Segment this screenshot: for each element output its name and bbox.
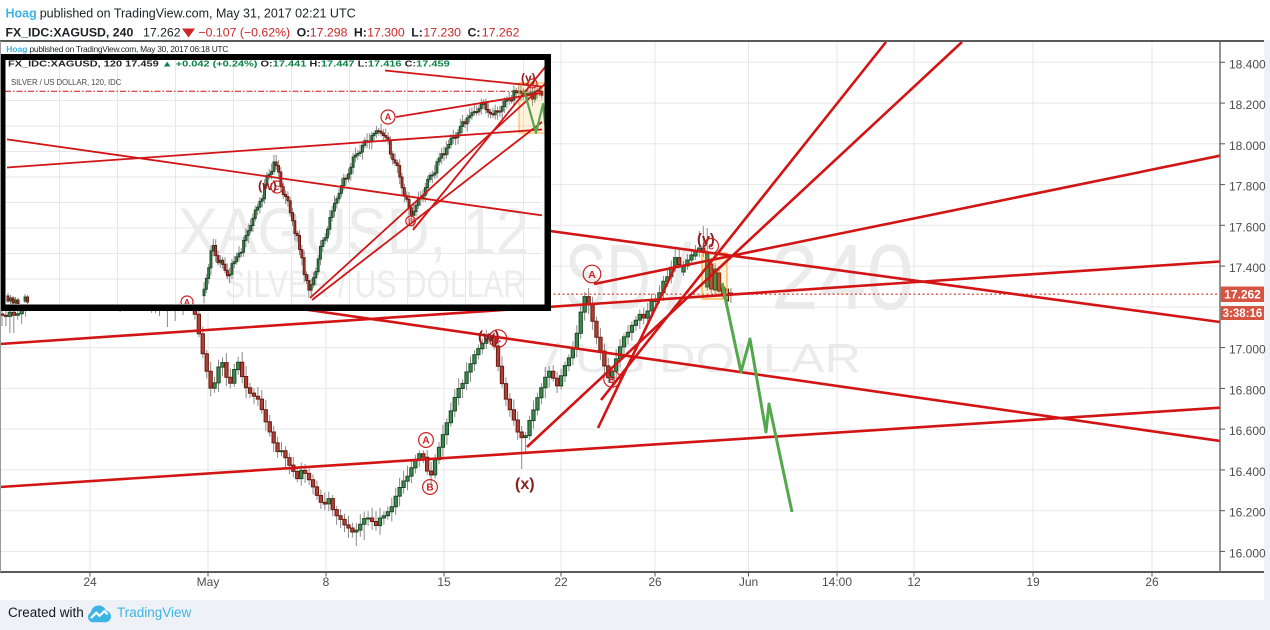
svg-text:TradingView: TradingView xyxy=(117,605,192,620)
svg-text:L:: L: xyxy=(411,26,423,40)
svg-text:19: 19 xyxy=(1026,575,1040,589)
svg-text:FX_IDC:XAGUSD, 240: FX_IDC:XAGUSD, 240 xyxy=(6,26,134,40)
svg-text:Created with: Created with xyxy=(8,605,84,620)
svg-text:8: 8 xyxy=(323,575,330,589)
svg-text:16.200: 16.200 xyxy=(1229,506,1266,520)
svg-text:B: B xyxy=(608,374,616,386)
svg-text:C:: C: xyxy=(468,26,481,40)
svg-text:17.400: 17.400 xyxy=(1229,261,1266,275)
svg-text:18.400: 18.400 xyxy=(1229,57,1266,71)
svg-text:Hoag: Hoag xyxy=(6,44,27,54)
svg-text:SILVER / US DOLLAR, 120, IDC: SILVER / US DOLLAR, 120, IDC xyxy=(11,78,122,87)
svg-text:−0.107 (−0.62%): −0.107 (−0.62%) xyxy=(199,26,291,40)
svg-text:17.600: 17.600 xyxy=(1229,220,1266,234)
svg-text:12: 12 xyxy=(907,575,921,589)
svg-text:17.298: 17.298 xyxy=(310,26,348,40)
svg-text:3:38:16: 3:38:16 xyxy=(1223,308,1263,320)
svg-text:c: c xyxy=(275,182,280,192)
svg-text:O:: O: xyxy=(297,26,311,40)
svg-text:Hoag: Hoag xyxy=(6,6,37,20)
svg-text:(y): (y) xyxy=(521,71,536,85)
svg-text:FX_IDC:XAGUSD, 120 17.459 ▲ +0: FX_IDC:XAGUSD, 120 17.459 ▲ +0.042 (+0.2… xyxy=(8,60,450,69)
svg-text:16.600: 16.600 xyxy=(1229,424,1266,438)
svg-text:17.000: 17.000 xyxy=(1229,343,1266,357)
svg-text:17.262: 17.262 xyxy=(143,26,181,40)
svg-text:(x): (x) xyxy=(515,476,535,493)
svg-text:SD: SD xyxy=(565,225,651,329)
svg-text:16.800: 16.800 xyxy=(1229,383,1266,397)
svg-text:H:: H: xyxy=(354,26,367,40)
svg-text:B: B xyxy=(408,219,413,226)
svg-text:15: 15 xyxy=(437,575,451,589)
svg-text:c: c xyxy=(708,242,714,253)
svg-text:14:00: 14:00 xyxy=(822,575,852,589)
svg-text:18.200: 18.200 xyxy=(1229,98,1266,112)
svg-text:18.000: 18.000 xyxy=(1229,139,1266,153)
svg-text:17.262: 17.262 xyxy=(482,26,520,40)
svg-text:published on TradingView.com,: published on TradingView.com, May 30, 20… xyxy=(30,44,229,54)
svg-text:16.000: 16.000 xyxy=(1229,546,1266,560)
svg-text:A: A xyxy=(422,436,429,447)
svg-text:A: A xyxy=(385,112,392,122)
svg-text:24: 24 xyxy=(83,575,97,589)
svg-text:17.800: 17.800 xyxy=(1229,180,1266,194)
svg-text:22: 22 xyxy=(554,575,568,589)
svg-text:c: c xyxy=(495,333,501,345)
svg-text:published on TradingView.com,: published on TradingView.com, May 31, 20… xyxy=(40,6,356,20)
svg-text:B: B xyxy=(426,483,433,494)
svg-text:SILVER / US DOLLAR: SILVER / US DOLLAR xyxy=(225,264,525,306)
svg-text:26: 26 xyxy=(648,575,662,589)
svg-text:XAGUSD, 12: XAGUSD, 12 xyxy=(178,194,529,268)
svg-text:c: c xyxy=(531,81,535,88)
svg-text:17.262: 17.262 xyxy=(1224,288,1261,302)
svg-text:A: A xyxy=(588,269,596,281)
svg-text:26: 26 xyxy=(1145,575,1159,589)
svg-text:(w): (w) xyxy=(258,178,277,193)
svg-text:17.300: 17.300 xyxy=(367,26,405,40)
svg-text:Jun: Jun xyxy=(739,575,758,589)
svg-text:16.400: 16.400 xyxy=(1229,465,1266,479)
svg-text:A: A xyxy=(184,297,190,307)
svg-text:17.230: 17.230 xyxy=(423,26,461,40)
svg-text:May: May xyxy=(197,575,220,589)
